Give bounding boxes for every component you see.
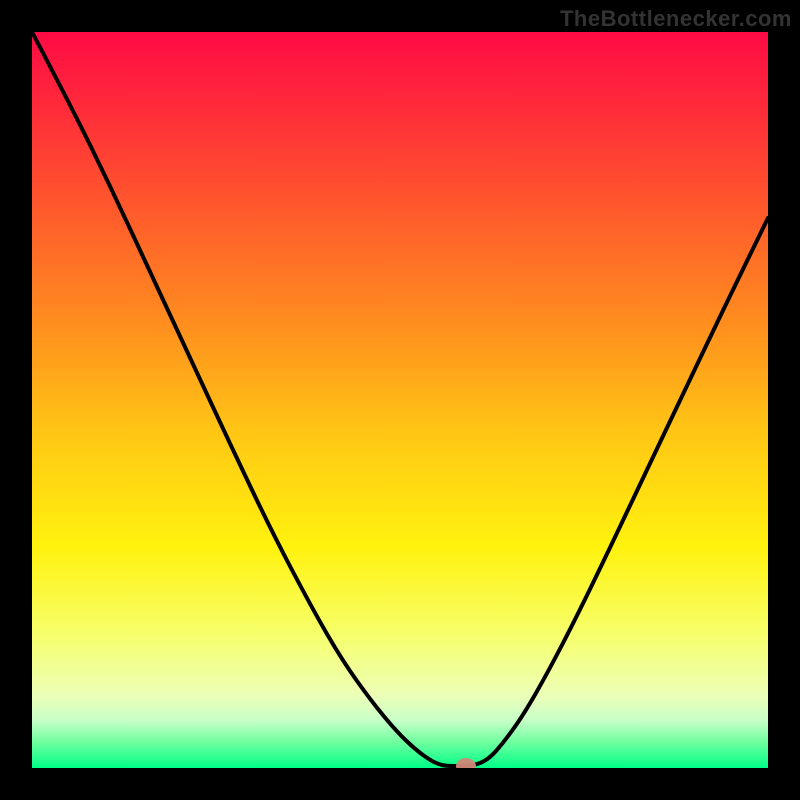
plot-area <box>32 32 768 768</box>
watermark-text: TheBottlenecker.com <box>560 6 792 32</box>
plot-svg <box>32 32 768 768</box>
chart-frame: TheBottlenecker.com <box>0 0 800 800</box>
gradient-background <box>32 32 768 768</box>
